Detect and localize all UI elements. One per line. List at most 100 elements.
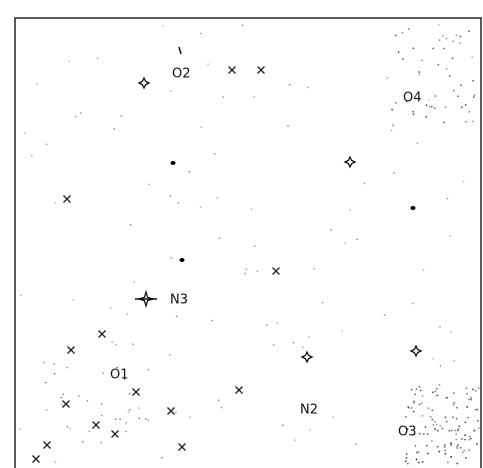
dot <box>456 418 458 420</box>
dot <box>470 438 472 440</box>
dot <box>293 342 295 344</box>
dot <box>450 445 452 447</box>
dot <box>459 42 461 44</box>
dot <box>387 77 389 79</box>
dot <box>456 407 458 409</box>
dot <box>471 56 473 58</box>
dot <box>294 439 296 441</box>
dot <box>257 270 259 272</box>
dot <box>443 122 445 124</box>
dot <box>422 461 424 463</box>
dot <box>445 106 447 108</box>
dot <box>53 363 55 365</box>
dot <box>468 439 470 441</box>
dot <box>384 314 386 316</box>
dot <box>474 94 476 96</box>
dot <box>138 418 140 420</box>
dot <box>412 111 414 113</box>
dot <box>449 430 451 432</box>
dot <box>393 172 395 174</box>
dot <box>413 411 415 413</box>
dot <box>447 461 449 463</box>
dot <box>148 369 150 371</box>
dot <box>189 171 191 173</box>
dot <box>475 390 477 392</box>
dot <box>221 407 223 409</box>
dot <box>405 416 407 418</box>
dot <box>413 402 415 404</box>
dot <box>175 412 177 414</box>
dot <box>178 202 180 204</box>
node-label: N2 <box>300 403 318 418</box>
dot <box>102 372 104 374</box>
dot <box>423 433 425 435</box>
dot <box>443 48 445 50</box>
dot <box>416 388 418 390</box>
dot <box>459 36 461 38</box>
dot <box>133 281 135 283</box>
dot <box>429 106 431 108</box>
dot <box>413 113 415 115</box>
dot <box>452 416 454 418</box>
dot <box>435 390 437 392</box>
dot <box>242 25 244 27</box>
dot <box>432 391 434 393</box>
dot <box>219 238 221 240</box>
dot <box>462 451 464 453</box>
dot <box>54 373 56 375</box>
dot <box>161 457 163 459</box>
dot <box>447 198 449 200</box>
dot <box>330 229 332 231</box>
dot <box>464 434 466 436</box>
dot <box>445 416 447 418</box>
dot <box>463 450 465 452</box>
dot <box>115 344 117 346</box>
diagram: O2O4N3O1N2O3 <box>0 0 483 468</box>
dot <box>450 235 452 237</box>
dot <box>207 63 209 65</box>
dot <box>72 299 74 301</box>
dot <box>458 425 460 427</box>
dot <box>472 80 474 82</box>
dot <box>416 452 418 454</box>
dot <box>55 202 57 204</box>
black-dot <box>171 161 176 165</box>
dot <box>464 439 466 441</box>
dot <box>254 245 256 247</box>
dot <box>97 58 99 60</box>
dot <box>129 409 131 411</box>
dot <box>287 125 289 127</box>
dot <box>418 71 420 73</box>
dot <box>419 386 421 388</box>
dot <box>401 32 403 34</box>
dot <box>66 367 68 369</box>
dot <box>450 331 452 333</box>
dot <box>460 447 462 449</box>
dot <box>436 388 438 390</box>
dot <box>222 96 224 98</box>
dot <box>457 444 459 446</box>
dot <box>414 393 416 395</box>
dot <box>129 393 131 395</box>
node-label: O4 <box>403 91 422 106</box>
dot <box>437 64 439 66</box>
dot <box>440 425 442 427</box>
dot <box>251 209 253 211</box>
dot <box>217 197 219 199</box>
black-dot <box>411 206 416 210</box>
dot <box>408 28 410 30</box>
dot <box>148 184 150 186</box>
dot <box>200 33 202 35</box>
dot <box>428 99 430 101</box>
dot <box>200 206 202 208</box>
dot <box>417 142 419 144</box>
dot <box>452 41 454 43</box>
dot <box>113 128 115 130</box>
dot <box>82 441 84 443</box>
dot <box>472 121 474 123</box>
dot <box>434 428 436 430</box>
dot <box>453 360 455 362</box>
dot <box>438 24 440 26</box>
node-label: N3 <box>170 293 188 308</box>
dot <box>391 109 393 111</box>
